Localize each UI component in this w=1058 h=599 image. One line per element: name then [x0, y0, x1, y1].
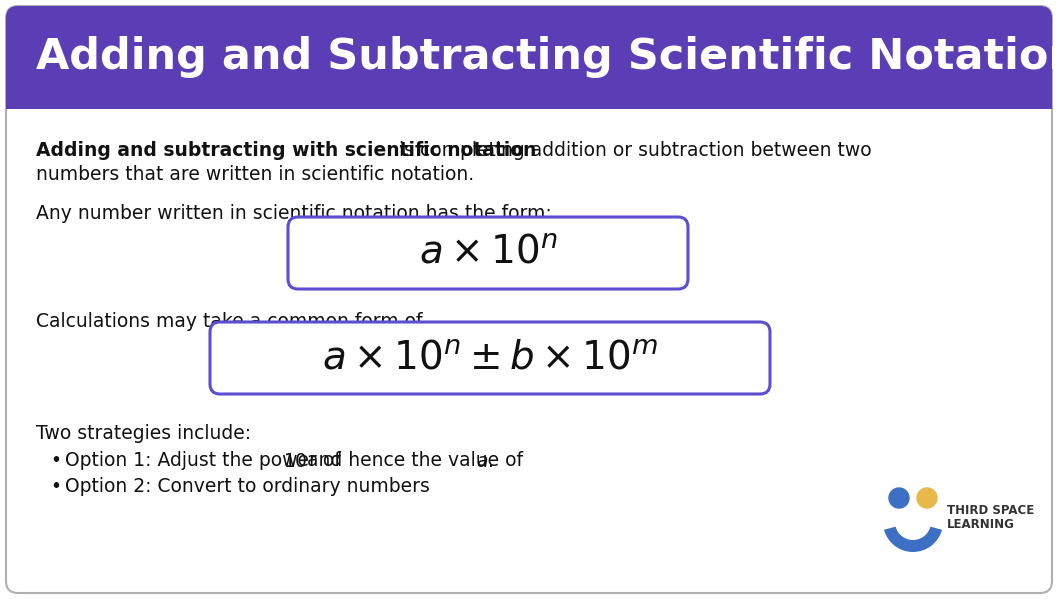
Text: LEARNING: LEARNING — [947, 519, 1015, 531]
Text: Adding and Subtracting Scientific Notation: Adding and Subtracting Scientific Notati… — [36, 37, 1058, 78]
FancyBboxPatch shape — [209, 322, 770, 394]
FancyBboxPatch shape — [288, 217, 688, 289]
Bar — [6, 58, 1052, 109]
Circle shape — [917, 488, 937, 508]
Text: Option 2: Convert to ordinary numbers: Option 2: Convert to ordinary numbers — [65, 477, 430, 496]
Text: Two strategies include:: Two strategies include: — [36, 424, 251, 443]
Text: THIRD SPACE: THIRD SPACE — [947, 504, 1035, 516]
Text: $\mathit{a} \times 10^{n}$: $\mathit{a} \times 10^{n}$ — [419, 234, 558, 272]
Text: Option 1: Adjust the power of: Option 1: Adjust the power of — [65, 451, 347, 470]
FancyBboxPatch shape — [6, 6, 1052, 593]
Circle shape — [889, 488, 909, 508]
Text: •: • — [50, 477, 61, 496]
Text: $10$: $10$ — [284, 452, 308, 471]
Text: •: • — [50, 451, 61, 470]
Text: $\mathit{a} \times 10^{n} \pm \mathit{b} \times 10^{m}$: $\mathit{a} \times 10^{n} \pm \mathit{b}… — [322, 339, 658, 377]
Text: Any number written in scientific notation has the form:: Any number written in scientific notatio… — [36, 204, 552, 223]
Text: numbers that are written in scientific notation.: numbers that are written in scientific n… — [36, 165, 474, 184]
Text: Calculations may take a common form of: Calculations may take a common form of — [36, 312, 422, 331]
Text: Adding and subtracting with scientific notation: Adding and subtracting with scientific n… — [36, 141, 536, 160]
Text: and hence the value of: and hence the value of — [302, 451, 529, 470]
FancyBboxPatch shape — [6, 6, 1052, 109]
Text: is completing addition or subtraction between two: is completing addition or subtraction be… — [394, 141, 872, 160]
Text: $\mathit{a}$.: $\mathit{a}$. — [476, 452, 493, 471]
Wedge shape — [884, 527, 942, 552]
